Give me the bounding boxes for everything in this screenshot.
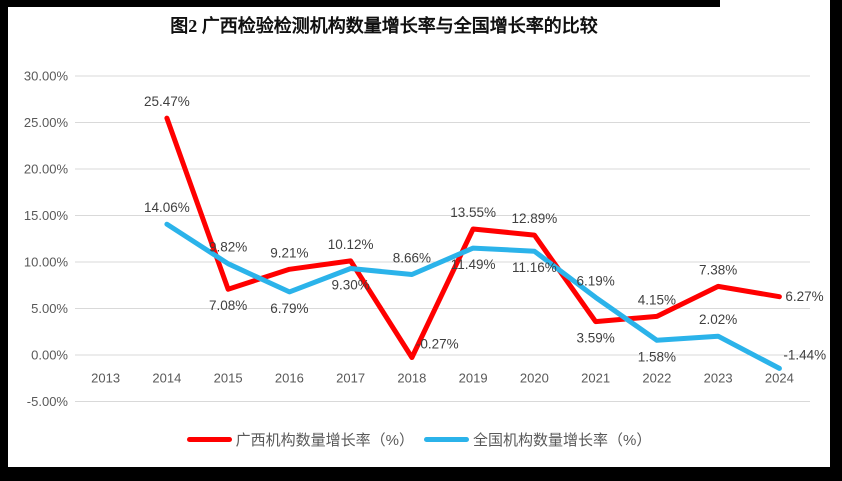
data-label: 7.08% <box>209 298 247 313</box>
data-label: 6.27% <box>785 289 823 304</box>
x-tick-label: 2014 <box>152 371 181 386</box>
series-line-0 <box>164 115 782 360</box>
x-tick-label: 2024 <box>765 371 794 386</box>
legend-item-guangxi: 广西机构数量增长率（%） <box>186 429 414 450</box>
y-tick-label: 0.00% <box>31 348 68 363</box>
data-label: 2.02% <box>699 312 737 327</box>
x-tick-label: 2016 <box>275 371 304 386</box>
chart-title: 图2 广西检验检测机构数量增长率与全国增长率的比较 <box>170 16 598 36</box>
data-label: 13.55% <box>450 205 496 220</box>
x-tick-label: 2023 <box>704 371 733 386</box>
frame-border-bottom <box>0 467 842 481</box>
data-label: 9.30% <box>331 278 369 293</box>
data-label: 12.89% <box>511 211 557 226</box>
data-label: 11.49% <box>451 257 496 272</box>
y-tick-label: 10.00% <box>24 255 69 270</box>
data-label: 6.79% <box>270 301 308 316</box>
data-label: -0.27% <box>416 337 459 352</box>
data-label: 8.66% <box>393 250 431 265</box>
legend-item-national: 全国机构数量增长率（%） <box>424 429 651 450</box>
x-tick-label: 2019 <box>459 371 488 386</box>
data-label: 9.21% <box>270 245 308 260</box>
series-line-1 <box>164 221 782 371</box>
y-tick-label: 20.00% <box>24 162 69 177</box>
data-label: 3.59% <box>576 331 614 346</box>
x-tick-label: 2018 <box>397 371 426 386</box>
x-tick-label: 2020 <box>520 371 549 386</box>
x-tick-label: 2017 <box>336 371 365 386</box>
data-label: 6.19% <box>576 273 614 288</box>
data-label: 10.12% <box>328 237 374 252</box>
legend-label-national: 全国机构数量增长率（%） <box>473 432 652 449</box>
y-tick-label: 15.00% <box>24 208 69 223</box>
frame-border-left <box>0 0 8 481</box>
frame-border-top <box>0 0 720 7</box>
y-tick-label: 5.00% <box>31 301 68 316</box>
y-tick-label: 25.00% <box>24 115 69 130</box>
x-tick-label: 2022 <box>642 371 671 386</box>
data-label: 7.38% <box>699 262 737 277</box>
legend: 广西机构数量增长率（%） 全国机构数量增长率（%） <box>8 429 830 450</box>
data-label: 1.58% <box>638 349 676 364</box>
legend-swatch <box>186 437 232 442</box>
x-tick-label: 2021 <box>581 371 610 386</box>
data-label: 14.06% <box>144 200 190 215</box>
data-label: 4.15% <box>638 292 676 307</box>
data-label: 9.82% <box>209 240 247 255</box>
data-label: 25.47% <box>144 94 190 109</box>
data-label: -1.44% <box>783 347 826 362</box>
x-tick-label: 2015 <box>214 371 243 386</box>
data-label: 11.16% <box>512 260 557 275</box>
y-tick-label: -5.00% <box>27 394 69 409</box>
x-tick-label: 2013 <box>91 371 120 386</box>
legend-swatch <box>424 437 469 442</box>
legend-label-guangxi: 广西机构数量增长率（%） <box>235 432 414 449</box>
frame-border-right <box>830 0 842 481</box>
y-tick-label: 30.00% <box>24 69 69 84</box>
